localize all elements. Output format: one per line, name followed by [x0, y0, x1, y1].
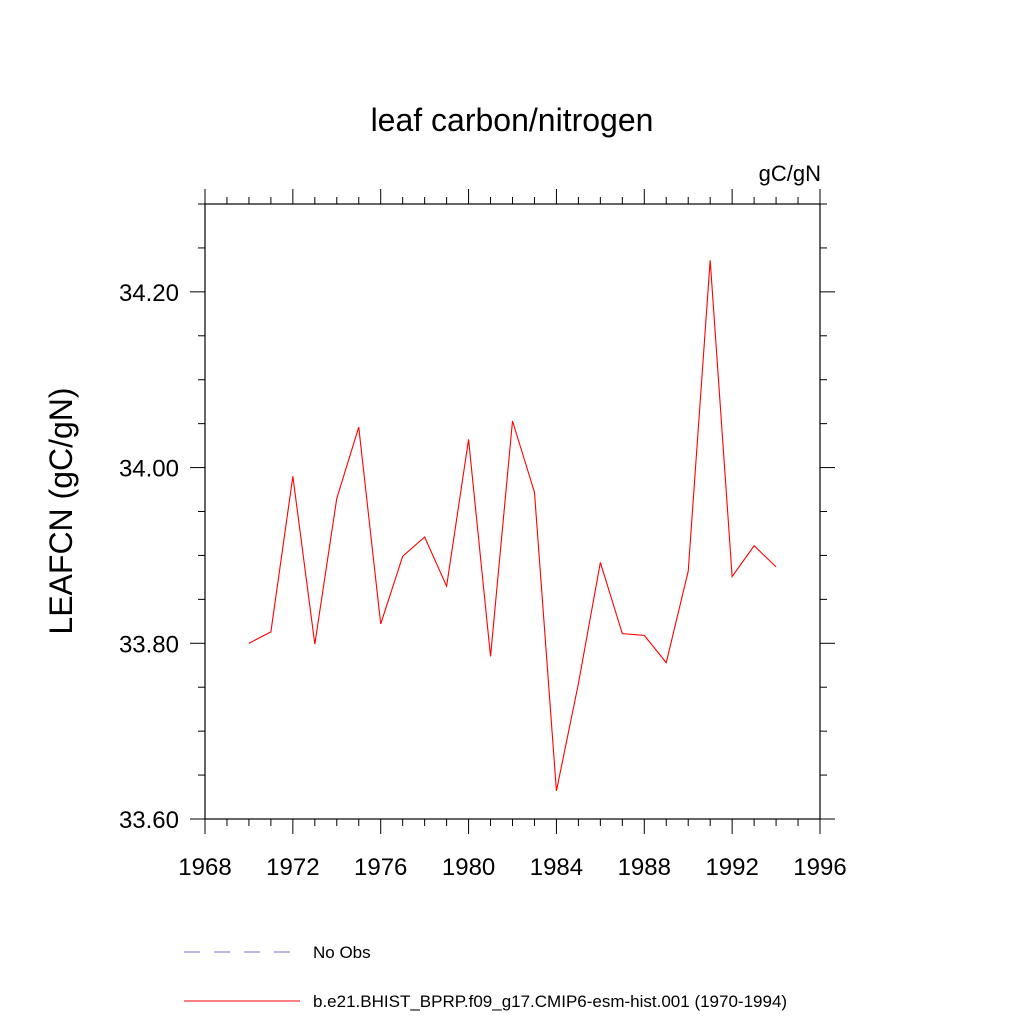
legend-label-no-obs: No Obs — [313, 943, 371, 962]
units-label: gC/gN — [759, 161, 821, 186]
x-tick-label: 1984 — [530, 854, 583, 881]
data-point — [292, 475, 294, 477]
data-point — [665, 661, 667, 663]
data-point — [248, 642, 250, 644]
x-tick-label: 1980 — [442, 854, 495, 881]
chart-title: leaf carbon/nitrogen — [371, 102, 654, 138]
y-tick-label: 34.00 — [119, 456, 179, 483]
data-point — [577, 683, 579, 685]
data-point — [401, 555, 403, 557]
data-point — [753, 545, 755, 547]
data-series — [248, 259, 777, 792]
y-tick-label: 34.20 — [119, 280, 179, 307]
y-axis-label: LEAFCN (gC/gN) — [43, 387, 79, 634]
data-point — [599, 561, 601, 563]
y-tick-label: 33.80 — [119, 631, 179, 658]
data-point — [358, 426, 360, 428]
data-point — [467, 438, 469, 440]
data-point — [314, 643, 316, 645]
data-point — [489, 655, 491, 657]
x-tick-label: 1996 — [793, 854, 846, 881]
x-tick-label: 1972 — [266, 854, 319, 881]
legend: No Obs b.e21.BHIST_BPRP.f09_g17.CMIP6-es… — [184, 943, 787, 1011]
axis-ticks — [190, 189, 835, 834]
y-tick-label: 33.60 — [119, 807, 179, 834]
axis-tick-labels: 1968 1972 1976 1980 1984 1988 1992 1996 33.60 33.… — [119, 280, 847, 881]
data-point — [775, 566, 777, 568]
data-point — [687, 570, 689, 572]
data-point — [709, 259, 711, 261]
data-point — [423, 536, 425, 538]
data-point — [555, 790, 557, 792]
series-line — [248, 260, 777, 792]
data-point — [621, 632, 623, 634]
data-point — [336, 497, 338, 499]
data-point — [643, 634, 645, 636]
x-tick-label: 1988 — [618, 854, 671, 881]
legend-label-model: b.e21.BHIST_BPRP.f09_g17.CMIP6-esm-hist.… — [313, 992, 787, 1011]
data-point — [270, 631, 272, 633]
x-tick-label: 1976 — [354, 854, 407, 881]
x-tick-label: 1968 — [178, 854, 231, 881]
plot-frame — [204, 203, 821, 820]
data-point — [511, 420, 513, 422]
data-point — [445, 585, 447, 587]
data-point — [533, 491, 535, 493]
data-point — [731, 575, 733, 577]
data-point — [380, 623, 382, 625]
x-tick-label: 1992 — [705, 854, 758, 881]
